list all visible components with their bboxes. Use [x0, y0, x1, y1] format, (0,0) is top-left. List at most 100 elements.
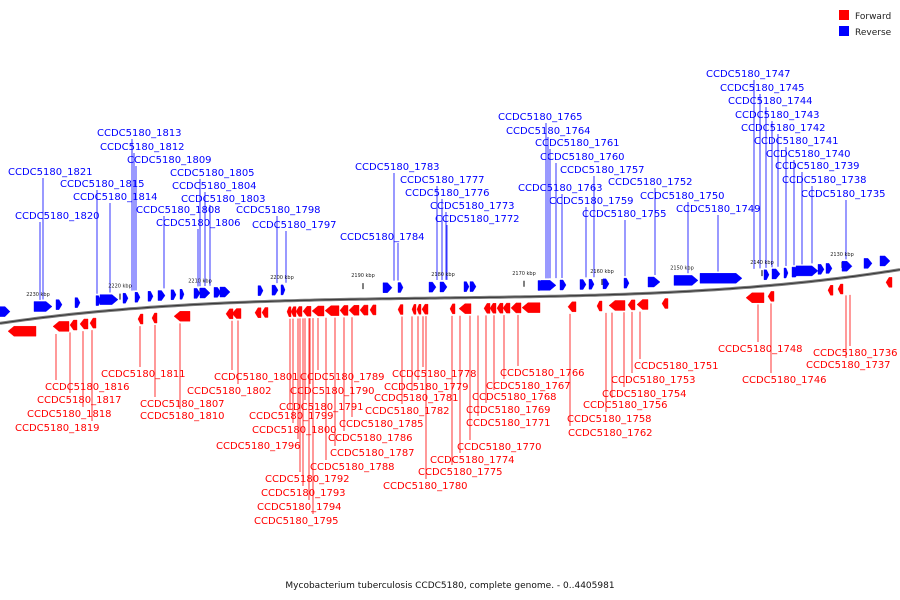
- gene-label: CCDC5180_1798: [236, 205, 321, 216]
- gene-label: CCDC5180_1750: [640, 191, 725, 202]
- gene-label: CCDC5180_1748: [718, 344, 803, 355]
- gene-label: CCDC5180_1774: [430, 455, 515, 466]
- reverse-gene-arrow: [257, 285, 264, 296]
- reverse-gene-arrow: [879, 255, 891, 267]
- gene-label: CCDC5180_1819: [15, 423, 100, 434]
- forward-gene-arrow: [369, 304, 377, 316]
- genome-caption: Mycobacterium tuberculosis CCDC5180, com…: [285, 581, 614, 591]
- reverse-gene-arrow: [179, 289, 185, 300]
- reverse-gene-arrow: [95, 295, 102, 306]
- gene-label: CCDC5180_1742: [741, 123, 826, 134]
- scale-tick-label: 2210 kbp: [188, 278, 212, 284]
- reverse-gene-arrow: [170, 289, 177, 300]
- scale-tick-label: 2220 kbp: [108, 284, 132, 290]
- forward-gene-arrow: [567, 301, 577, 312]
- reverse-gene-arrow: [817, 264, 825, 275]
- gene-label: CCDC5180_1793: [261, 488, 346, 499]
- forward-gene-arrow: [767, 291, 775, 302]
- forward-gene-arrow: [254, 307, 262, 318]
- gene-label: CCDC5180_1757: [560, 165, 645, 176]
- gene-label: CCDC5180_1769: [466, 405, 551, 416]
- gene-label: CCDC5180_1816: [45, 382, 130, 393]
- gene-label: CCDC5180_1801: [214, 372, 299, 383]
- gene-label: CCDC5180_1804: [172, 181, 257, 192]
- forward-gene-arrow: [359, 304, 369, 316]
- gene-label: CCDC5180_1762: [568, 428, 653, 439]
- gene-label: CCDC5180_1820: [15, 211, 100, 222]
- gene-label: CCDC5180_1782: [365, 406, 450, 417]
- forward-gene-arrow: [596, 300, 603, 312]
- forward-gene-arrow: [421, 303, 429, 315]
- reverse-gene-arrow: [271, 284, 279, 296]
- gene-label: CCDC5180_1783: [355, 162, 440, 173]
- forward-gene-arrow: [502, 302, 511, 314]
- reverse-gene-arrow: [673, 275, 699, 286]
- reverse-gene-arrow: [33, 301, 53, 312]
- gene-label: CCDC5180_1763: [518, 183, 603, 194]
- scale-tick-label: 2180 kbp: [431, 272, 455, 278]
- forward-gene-arrow: [173, 311, 191, 322]
- reverse-gene-arrow: [147, 291, 154, 302]
- gene-label: CCDC5180_1803: [181, 194, 266, 205]
- forward-gene-arrow: [339, 305, 349, 316]
- gene-label: CCDC5180_1735: [801, 189, 886, 200]
- forward-gene-arrow: [290, 306, 297, 317]
- gene-label: CCDC5180_1759: [549, 196, 634, 207]
- reverse-gene-arrow: [863, 258, 873, 269]
- forward-gene-arrow: [745, 292, 765, 303]
- forward-gene-arrow: [521, 302, 541, 313]
- scale-tick-label: 2230 kbp: [26, 292, 50, 298]
- scale-tick-label: 2140 kbp: [750, 260, 774, 266]
- reverse-gene-arrow: [588, 279, 595, 290]
- gene-label: CCDC5180_1778: [392, 369, 477, 380]
- forward-gene-arrow: [837, 283, 844, 295]
- legend: Forward Reverse: [839, 10, 892, 38]
- gene-label: CCDC5180_1773: [430, 201, 515, 212]
- gene-label: CCDC5180_1790: [290, 386, 375, 397]
- gene-label: CCDC5180_1789: [300, 372, 385, 383]
- reverse-gene-arrow: [193, 288, 201, 299]
- reverse-gene-arrow: [771, 268, 781, 280]
- gene-label: CCDC5180_1736: [813, 348, 898, 359]
- gene-label: CCDC5180_1761: [535, 138, 620, 149]
- forward-gene-arrow: [510, 302, 522, 314]
- forward-gene-arrow: [137, 313, 144, 325]
- reverse-gene-arrow: [382, 282, 393, 293]
- gene-label: CCDC5180_1758: [567, 414, 652, 425]
- reverse-gene-arrow: [122, 293, 129, 304]
- gene-labels: CCDC5180_1821 CCDC5180_1820 CCDC5180_1815 C…: [8, 69, 898, 527]
- gene-label: CCDC5180_1760: [540, 152, 625, 163]
- gene-label: CCDC5180_1815: [60, 179, 145, 190]
- gene-label: CCDC5180_1765: [498, 112, 583, 123]
- reverse-gene-arrow: [99, 294, 119, 305]
- gene-label: CCDC5180_1802: [187, 386, 272, 397]
- gene-label: CCDC5180_1776: [405, 188, 490, 199]
- backbone-center-line: [0, 269, 900, 324]
- gene-label: CCDC5180_1811: [101, 369, 186, 380]
- reverse-gene-arrow: [469, 281, 477, 292]
- gene-label: CCDC5180_1766: [500, 368, 585, 379]
- gene-label: CCDC5180_1754: [602, 389, 687, 400]
- reverse-gene-arrow: [213, 287, 222, 298]
- gene-label: CCDC5180_1812: [100, 142, 185, 153]
- gene-label: CCDC5180_1771: [466, 418, 551, 429]
- reverse-gene-arrow: [439, 281, 448, 293]
- reverse-gene-arrow: [157, 290, 166, 301]
- gene-label: CCDC5180_1795: [254, 516, 339, 527]
- gene-label: CCDC5180_1794: [257, 502, 342, 513]
- gene-label: CCDC5180_1751: [634, 361, 719, 372]
- gene-label: CCDC5180_1784: [340, 232, 425, 243]
- reverse-gene-arrow: [763, 269, 770, 280]
- reverse-gene-arrow: [540, 280, 557, 291]
- forward-gene-arrow: [225, 308, 234, 320]
- gene-label: CCDC5180_1749: [676, 204, 761, 215]
- forward-gene-arrow: [231, 308, 242, 319]
- forward-gene-arrow: [416, 304, 422, 315]
- forward-gene-arrow: [151, 312, 158, 324]
- forward-gene-arrow: [261, 307, 269, 318]
- gene-label: CCDC5180_1788: [310, 462, 395, 473]
- label-leader-lines: [39, 80, 851, 514]
- forward-gene-arrow: [311, 305, 325, 317]
- forward-gene-arrow: [608, 300, 626, 311]
- forward-gene-arrow: [411, 304, 417, 315]
